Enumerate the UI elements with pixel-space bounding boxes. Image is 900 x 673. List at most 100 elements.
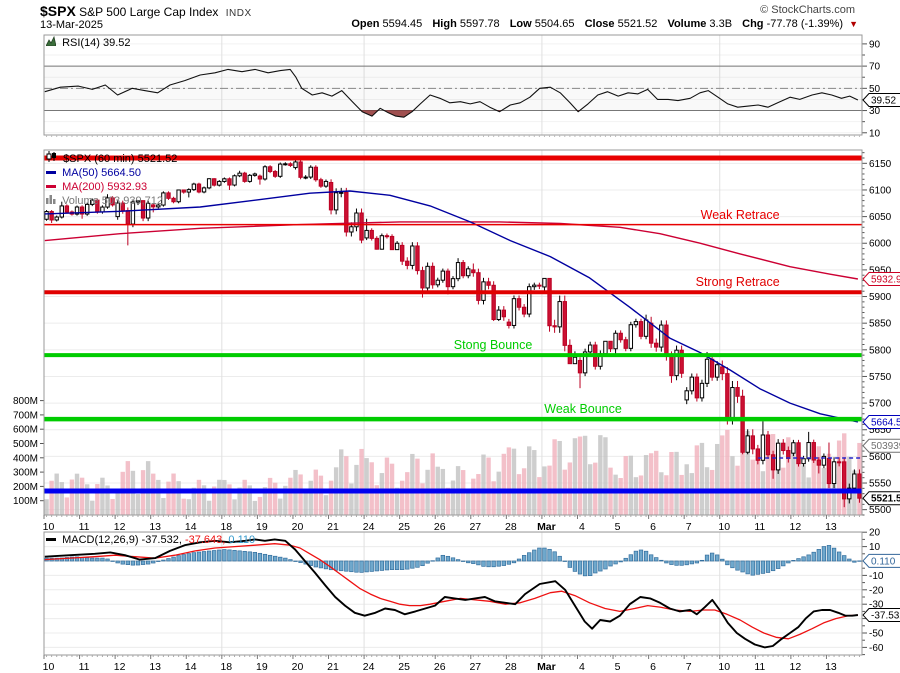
annotation-lines — [44, 155, 862, 494]
svg-text:4: 4 — [579, 521, 585, 533]
macd-panel — [44, 538, 862, 649]
price-legend-symbol: $SPX (60 min) 5521.52 — [46, 151, 177, 165]
macd-legend-name: MACD(12,26,9) -37.532, — [62, 534, 182, 546]
high-value: 5597.78 — [459, 18, 500, 30]
copyright-link[interactable]: © StockCharts.com — [760, 4, 855, 16]
quote-strip: Open 5594.45 High 5597.78 Low 5504.65 Cl… — [344, 18, 858, 30]
volume-legend-label: Volume 503,939,712 — [62, 195, 163, 207]
svg-text:6: 6 — [650, 521, 656, 533]
price-legend-ma200: MA(200) 5932.93 — [46, 181, 147, 193]
high-label: High — [432, 18, 457, 30]
svg-text:6000: 6000 — [869, 239, 892, 250]
svg-text:12: 12 — [114, 661, 126, 673]
macd-line-icon — [46, 537, 56, 541]
svg-text:5800: 5800 — [869, 345, 892, 356]
svg-text:5: 5 — [615, 661, 621, 673]
change-down-icon: ▼ — [849, 19, 858, 29]
svg-text:5521.52: 5521.52 — [871, 494, 900, 505]
candlestick-icon — [46, 151, 57, 165]
svg-text:100M: 100M — [13, 496, 38, 507]
svg-text:5900: 5900 — [869, 292, 892, 303]
area-chart-icon — [45, 35, 57, 49]
svg-text:18: 18 — [220, 661, 232, 673]
svg-text:800M: 800M — [13, 396, 38, 407]
svg-text:200M: 200M — [13, 482, 38, 493]
svg-text:5750: 5750 — [869, 372, 892, 383]
svg-text:19: 19 — [256, 521, 268, 533]
svg-text:24: 24 — [363, 661, 375, 673]
symbol: $SPX — [40, 3, 76, 19]
svg-text:30: 30 — [869, 106, 881, 117]
svg-text:400M: 400M — [13, 453, 38, 464]
svg-text:13: 13 — [825, 521, 837, 533]
svg-text:11: 11 — [754, 521, 765, 533]
rsi-legend: RSI(14) 39.52 — [45, 35, 131, 49]
svg-text:13: 13 — [149, 521, 161, 533]
annotation-weak-bounce: Weak Bounce — [544, 402, 622, 417]
svg-text:-37.532: -37.532 — [871, 611, 900, 622]
volume-label: Volume — [667, 18, 707, 30]
svg-text:5700: 5700 — [869, 399, 892, 410]
svg-text:25: 25 — [398, 661, 410, 673]
svg-text:10: 10 — [718, 661, 730, 673]
svg-text:10: 10 — [869, 128, 881, 139]
volume-value: 3.3B — [709, 18, 733, 30]
x-axis-labels: 10 11 12 13 14 18 19 20 21 24 25 26 27 28 Mar 4 5 6 7 10 11 1… — [43, 135, 860, 673]
svg-text:5650: 5650 — [869, 425, 892, 436]
macd-legend-signal: -37.643, — [184, 534, 226, 546]
chg-label: Chg — [742, 18, 764, 30]
ma50-legend-label: MA(50) 5664.50 — [62, 167, 141, 179]
svg-text:14: 14 — [185, 661, 197, 673]
annotation-strong-retrace: Strong Retrace — [695, 275, 780, 290]
ma200-line-icon — [46, 184, 56, 188]
svg-text:5: 5 — [615, 521, 621, 533]
svg-text:700M: 700M — [13, 410, 38, 421]
svg-text:11: 11 — [754, 661, 765, 673]
close-label: Close — [584, 18, 615, 30]
svg-text:-30: -30 — [869, 600, 884, 611]
svg-text:26: 26 — [434, 521, 446, 533]
svg-text:39.52: 39.52 — [871, 95, 896, 106]
annotation-stong-bounce: Stong Bounce — [453, 338, 533, 353]
macd-legend: MACD(12,26,9) -37.532, -37.643, 0.110 — [46, 534, 255, 546]
svg-text:600M: 600M — [13, 425, 38, 436]
low-label: Low — [509, 18, 532, 30]
open-value: 5594.45 — [382, 18, 423, 30]
svg-text:21: 21 — [327, 521, 339, 533]
svg-text:13: 13 — [149, 661, 161, 673]
svg-text:28: 28 — [505, 661, 517, 673]
svg-text:14: 14 — [185, 521, 197, 533]
rsi-legend-label: RSI(14) 39.52 — [62, 37, 131, 49]
svg-text:27: 27 — [469, 521, 481, 533]
svg-text:10: 10 — [43, 521, 55, 533]
price-axis: 6150 6100 6050 6000 5950 5900 5850 5800 5750 5700… — [13, 152, 900, 516]
annotation-weak-retrace: Weak Retrace — [700, 207, 780, 222]
svg-text:5950: 5950 — [869, 265, 892, 276]
svg-text:20: 20 — [292, 521, 304, 533]
svg-text:50: 50 — [869, 84, 881, 95]
svg-text:5500: 5500 — [869, 505, 892, 516]
svg-text:7: 7 — [686, 661, 692, 673]
svg-text:5932.93: 5932.93 — [871, 274, 900, 285]
svg-text:26: 26 — [434, 661, 446, 673]
svg-text:11: 11 — [79, 661, 90, 673]
macd-axis: 20 10 -10 -20 -30 -50 -60 0.110 -37.532 — [862, 528, 900, 656]
svg-text:70: 70 — [869, 62, 881, 73]
svg-text:6150: 6150 — [869, 159, 892, 170]
svg-text:-60: -60 — [869, 643, 884, 654]
close-value: 5521.52 — [617, 18, 658, 30]
svg-text:10: 10 — [43, 661, 55, 673]
svg-text:28: 28 — [505, 521, 517, 533]
rsi-axis: 90 70 50 30 10 39.52 — [862, 39, 900, 139]
chart-date: 13-Mar-2025 — [40, 19, 103, 31]
svg-text:-10: -10 — [869, 571, 884, 582]
svg-text:4: 4 — [579, 661, 585, 673]
svg-text:-20: -20 — [869, 585, 884, 596]
svg-text:27: 27 — [469, 661, 481, 673]
svg-text:19: 19 — [256, 661, 268, 673]
svg-text:5850: 5850 — [869, 319, 892, 330]
svg-text:Mar: Mar — [537, 521, 556, 533]
svg-text:20: 20 — [292, 661, 304, 673]
svg-text:5600: 5600 — [869, 452, 892, 463]
